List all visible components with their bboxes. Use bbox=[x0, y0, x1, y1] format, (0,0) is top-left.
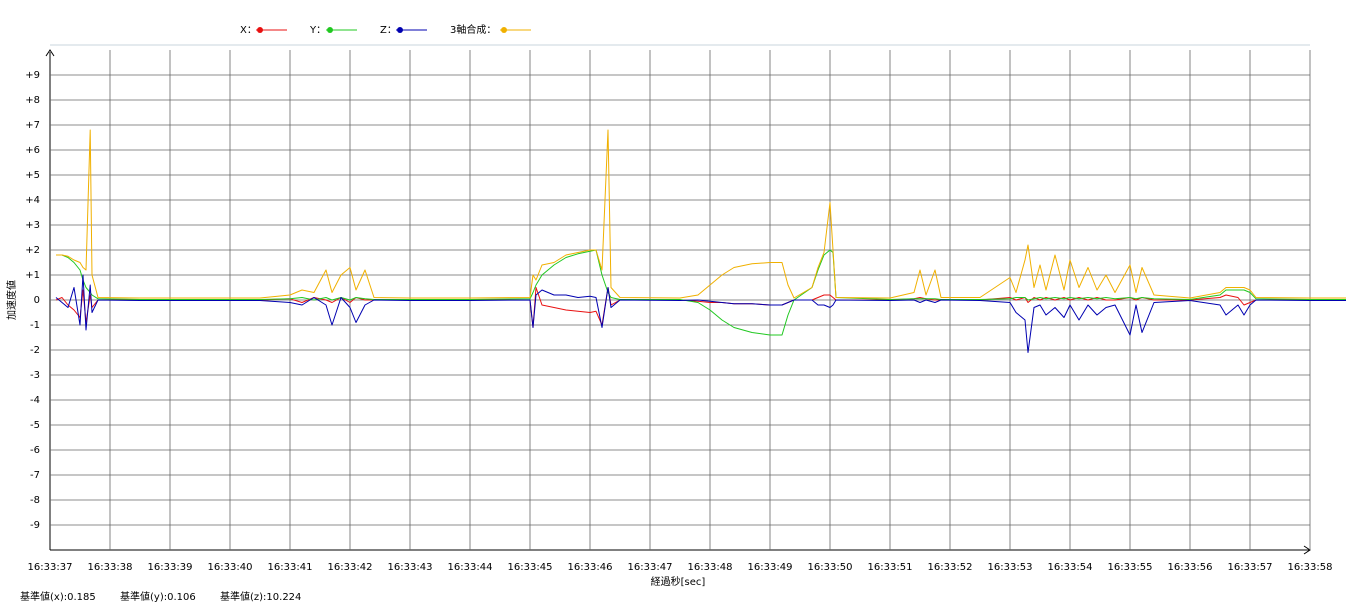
x-tick-label: 16:33:37 bbox=[28, 562, 73, 573]
y-tick-label: -4 bbox=[30, 395, 40, 406]
legend-label: Z： bbox=[380, 25, 397, 36]
x-tick-label: 16:33:40 bbox=[208, 562, 253, 573]
legend-label: 3軸合成： bbox=[450, 23, 496, 36]
x-tick-label: 16:33:46 bbox=[568, 562, 613, 573]
legend-label: Y： bbox=[309, 25, 326, 36]
x-tick-label: 16:33:45 bbox=[508, 562, 553, 573]
x-tick-label: 16:33:42 bbox=[328, 562, 373, 573]
legend-marker bbox=[257, 27, 263, 33]
y-axis-arrow bbox=[45, 49, 55, 57]
y-tick-label: -1 bbox=[30, 320, 40, 331]
x-tick-label: 16:33:54 bbox=[1048, 562, 1093, 573]
y-tick-label: -2 bbox=[30, 345, 40, 356]
y-tick-label: +3 bbox=[25, 220, 40, 231]
footer-text: 基準値(y):0.106 bbox=[120, 590, 196, 603]
x-axis-label: 経過秒[sec] bbox=[651, 575, 706, 588]
x-tick-label: 16:33:56 bbox=[1168, 562, 1213, 573]
y-tick-label: -8 bbox=[30, 495, 40, 506]
x-tick-label: 16:33:50 bbox=[808, 562, 853, 573]
y-tick-label: +8 bbox=[25, 95, 40, 106]
footer-text: 基準値(x):0.185 bbox=[20, 590, 96, 603]
legend-marker bbox=[397, 27, 403, 33]
x-tick-label: 16:33:53 bbox=[988, 562, 1033, 573]
series-line bbox=[55, 274, 1346, 353]
y-tick-label: -5 bbox=[30, 420, 40, 431]
x-tick-label: 16:33:58 bbox=[1288, 562, 1333, 573]
y-tick-label: +5 bbox=[25, 170, 40, 181]
footer-text: 基準値(z):10.224 bbox=[220, 590, 301, 603]
x-tick-label: 16:33:55 bbox=[1108, 562, 1153, 573]
x-tick-label: 16:33:39 bbox=[148, 562, 193, 573]
y-tick-label: -3 bbox=[30, 370, 40, 381]
y-tick-label: +7 bbox=[25, 120, 40, 131]
x-tick-label: 16:33:48 bbox=[688, 562, 733, 573]
y-tick-label: +9 bbox=[25, 70, 40, 81]
x-tick-label: 16:33:51 bbox=[868, 562, 913, 573]
y-tick-label: +6 bbox=[25, 145, 40, 156]
legend-marker bbox=[501, 27, 507, 33]
x-tick-label: 16:33:57 bbox=[1228, 562, 1273, 573]
legend-label: X： bbox=[240, 25, 257, 36]
y-tick-label: -9 bbox=[30, 520, 40, 531]
y-tick-label: +4 bbox=[25, 195, 40, 206]
y-tick-label: +1 bbox=[25, 270, 40, 281]
x-tick-label: 16:33:43 bbox=[388, 562, 433, 573]
y-tick-label: -6 bbox=[30, 445, 40, 456]
x-tick-label: 16:33:52 bbox=[928, 562, 973, 573]
y-axis-label: 加速度値 bbox=[5, 280, 18, 320]
series-line bbox=[56, 129, 1346, 299]
x-tick-label: 16:33:49 bbox=[748, 562, 793, 573]
x-tick-label: 16:33:41 bbox=[268, 562, 313, 573]
x-tick-label: 16:33:38 bbox=[88, 562, 133, 573]
y-tick-label: -7 bbox=[30, 470, 40, 481]
y-tick-label: 0 bbox=[34, 295, 40, 306]
x-tick-label: 16:33:44 bbox=[448, 562, 493, 573]
x-tick-label: 16:33:47 bbox=[628, 562, 673, 573]
y-tick-label: +2 bbox=[25, 245, 40, 256]
series-line bbox=[56, 249, 1346, 336]
legend-marker bbox=[327, 27, 333, 33]
